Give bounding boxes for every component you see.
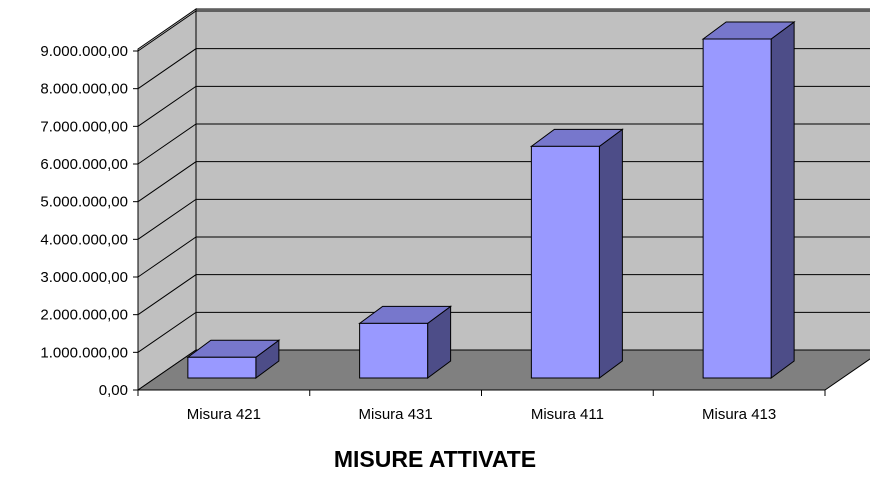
bar [360, 306, 451, 378]
y-axis-ticks: 0,00 1.000.000,00 2.000.000,00 3.000.000,00… [40, 43, 138, 399]
x-axis-ticks: Misura 421 Misura 431 Misura 411 Misura 413 [138, 390, 825, 423]
chart-title: MISURE ATTIVATE [0, 446, 870, 473]
y-tick-label: 9.000.000,00 [40, 43, 128, 60]
bar-front [188, 357, 256, 378]
x-tick-label: Misura 413 [702, 406, 776, 423]
y-tick-label: 0,00 [99, 382, 128, 399]
y-tick-label: 7.000.000,00 [40, 118, 128, 135]
y-tick-label: 8.000.000,00 [40, 81, 128, 98]
bar-front [703, 39, 771, 378]
bar-side [771, 22, 794, 378]
x-tick-label: Misura 421 [187, 406, 261, 423]
bar [703, 22, 794, 378]
y-tick-label: 6.000.000,00 [40, 156, 128, 173]
y-tick-label: 3.000.000,00 [40, 269, 128, 286]
x-tick-label: Misura 431 [359, 406, 433, 423]
bar-front [360, 323, 428, 378]
y-tick-label: 1.000.000,00 [40, 344, 128, 361]
y-tick-label: 2.000.000,00 [40, 307, 128, 324]
bar-front [531, 146, 599, 378]
bar-side [599, 129, 622, 378]
x-tick-label: Misura 411 [531, 406, 604, 423]
y-tick-label: 4.000.000,00 [40, 231, 128, 248]
bar [531, 129, 622, 378]
y-tick-label: 5.000.000,00 [40, 194, 128, 211]
